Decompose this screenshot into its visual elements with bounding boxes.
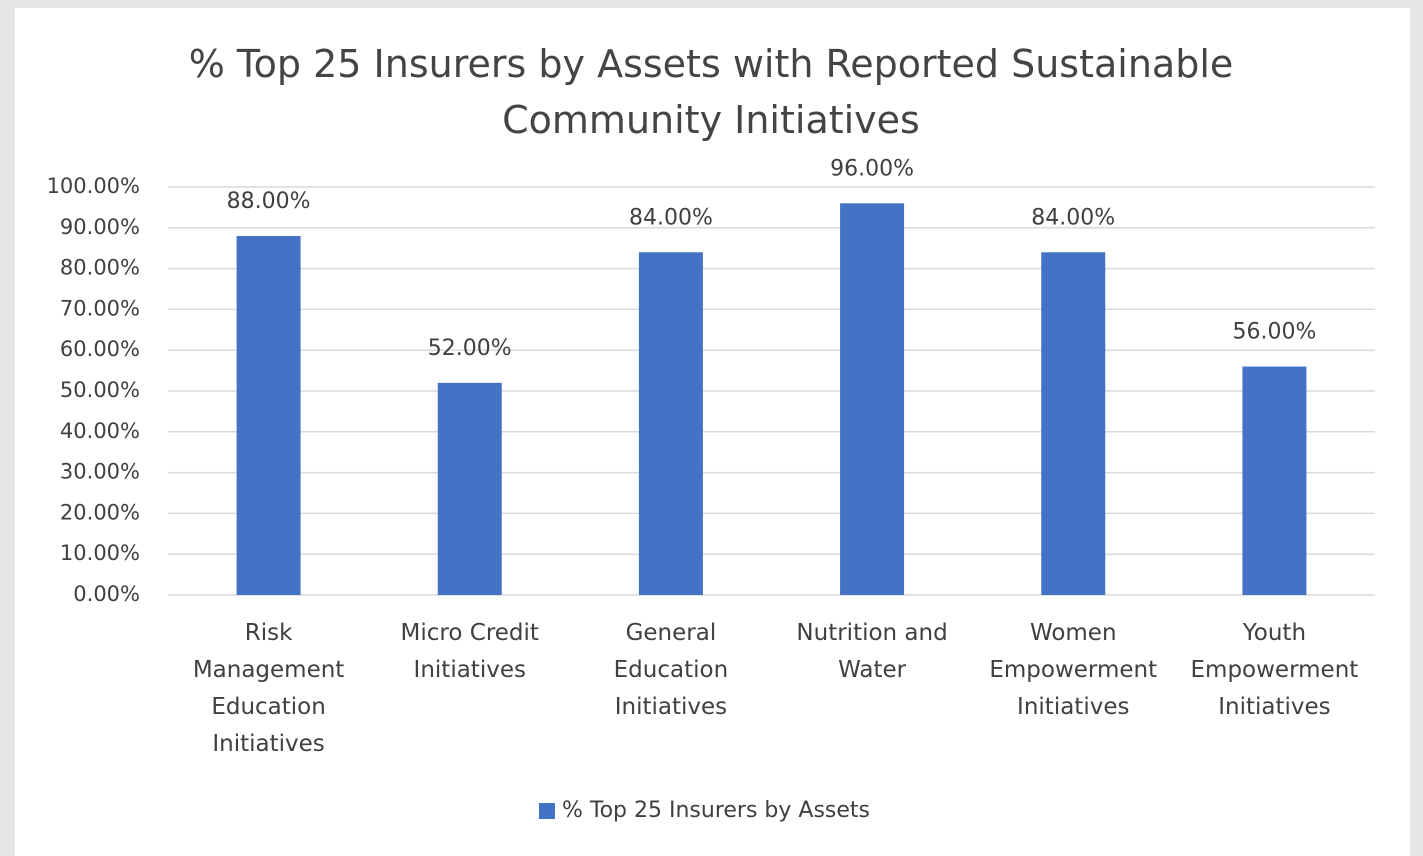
data-label: 84.00% xyxy=(629,205,713,230)
data-label: 52.00% xyxy=(428,336,512,361)
data-label: 84.00% xyxy=(1031,205,1115,230)
y-tick-label: 90.00% xyxy=(60,215,140,239)
y-tick-label: 70.00% xyxy=(60,296,140,320)
legend-label: % Top 25 Insurers by Assets xyxy=(562,798,870,823)
bar xyxy=(236,235,301,595)
y-tick-label: 30.00% xyxy=(60,460,140,484)
y-tick-label: 10.00% xyxy=(60,541,140,565)
x-tick-label: Risk Management Education Initiatives xyxy=(192,620,345,757)
chart-title: % Top 25 Insurers by Assets with Reporte… xyxy=(188,42,1234,142)
bar xyxy=(1242,366,1307,595)
y-tick-label: 40.00% xyxy=(60,419,140,443)
y-tick-label: 20.00% xyxy=(60,500,140,524)
y-tick-label: 0.00% xyxy=(73,582,140,606)
y-tick-label: 100.00% xyxy=(47,174,140,198)
bar xyxy=(638,252,703,595)
bar xyxy=(437,382,502,595)
y-tick-label: 50.00% xyxy=(60,378,140,402)
y-tick-label: 60.00% xyxy=(60,337,140,361)
x-tick-label: Women Empowerment Initiatives xyxy=(989,620,1158,720)
x-tick-label: General Education Initiatives xyxy=(613,620,729,720)
x-tick-label: Micro Credit Initiatives xyxy=(400,620,539,683)
x-tick-label: Nutrition and Water xyxy=(796,620,948,683)
x-tick-label: Youth Empowerment Initiatives xyxy=(1190,620,1359,720)
data-label: 56.00% xyxy=(1232,320,1316,345)
bar xyxy=(840,203,905,595)
legend-swatch xyxy=(539,803,555,819)
data-label: 88.00% xyxy=(227,189,311,214)
data-label: 96.00% xyxy=(830,156,914,181)
bar xyxy=(1041,252,1106,595)
y-tick-label: 80.00% xyxy=(60,256,140,280)
